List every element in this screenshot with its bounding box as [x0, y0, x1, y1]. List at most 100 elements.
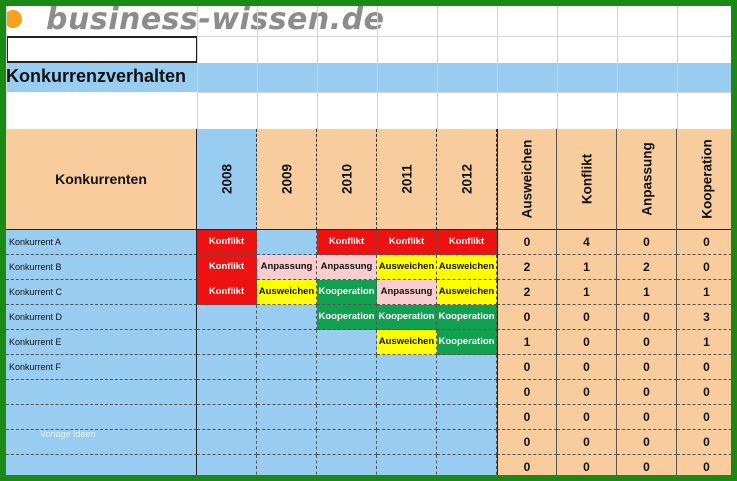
count-cell[interactable]: 0	[557, 430, 617, 455]
count-cell[interactable]: 1	[557, 280, 617, 305]
competitor-name[interactable]	[6, 405, 197, 430]
count-cell[interactable]: 3	[677, 305, 731, 330]
count-cell[interactable]: 0	[677, 455, 731, 475]
behavior-cell-empty[interactable]	[257, 380, 317, 405]
competitor-name[interactable]: Konkurrent C	[6, 280, 197, 305]
behavior-cell-anpassung[interactable]: Anpassung	[257, 255, 317, 280]
count-cell[interactable]: 0	[497, 430, 557, 455]
count-cell[interactable]: 0	[497, 405, 557, 430]
count-cell[interactable]: 0	[497, 380, 557, 405]
count-cell[interactable]: 0	[557, 355, 617, 380]
count-cell[interactable]: 0	[677, 405, 731, 430]
year-header-2011[interactable]: 2011	[377, 129, 437, 230]
behavior-cell-ausweichen[interactable]: Ausweichen	[437, 255, 497, 280]
behavior-cell-empty[interactable]	[317, 330, 377, 355]
behavior-cell-empty[interactable]	[197, 405, 257, 430]
behavior-cell-empty[interactable]	[197, 455, 257, 475]
count-cell[interactable]: 1	[497, 330, 557, 355]
count-cell[interactable]: 0	[677, 380, 731, 405]
behavior-cell-empty[interactable]	[197, 430, 257, 455]
behavior-cell-empty[interactable]	[377, 380, 437, 405]
year-header-2012[interactable]: 2012	[437, 129, 497, 230]
competitor-name[interactable]	[6, 380, 197, 405]
behavior-cell-empty[interactable]	[377, 430, 437, 455]
behavior-cell-kooperation[interactable]: Kooperation	[317, 305, 377, 330]
competitor-name[interactable]: Konkurrent D	[6, 305, 197, 330]
behavior-cell-empty[interactable]	[257, 230, 317, 255]
count-cell[interactable]: 0	[617, 230, 677, 255]
behavior-cell-empty[interactable]	[257, 355, 317, 380]
year-header-2009[interactable]: 2009	[257, 129, 317, 230]
count-cell[interactable]: 2	[617, 255, 677, 280]
behavior-cell-empty[interactable]	[437, 355, 497, 380]
behavior-header[interactable]: Konflikt	[557, 129, 617, 230]
count-cell[interactable]: 1	[617, 280, 677, 305]
competitor-name[interactable]	[6, 430, 197, 455]
count-cell[interactable]: 0	[677, 255, 731, 280]
count-cell[interactable]: 1	[557, 255, 617, 280]
behavior-cell-konflikt[interactable]: Konflikt	[197, 255, 257, 280]
competitor-name[interactable]: Konkurrent E	[6, 330, 197, 355]
count-cell[interactable]: 0	[497, 230, 557, 255]
behavior-cell-empty[interactable]	[197, 305, 257, 330]
count-cell[interactable]: 0	[617, 330, 677, 355]
behavior-cell-empty[interactable]	[197, 330, 257, 355]
behavior-cell-konflikt[interactable]: Konflikt	[437, 230, 497, 255]
behavior-cell-ausweichen[interactable]: Ausweichen	[377, 255, 437, 280]
behavior-cell-ausweichen[interactable]: Ausweichen	[437, 280, 497, 305]
behavior-cell-empty[interactable]	[377, 405, 437, 430]
count-cell[interactable]: 0	[557, 455, 617, 475]
count-cell[interactable]: 0	[557, 405, 617, 430]
behavior-cell-empty[interactable]	[437, 405, 497, 430]
competitor-name[interactable]: Konkurrent A	[6, 230, 197, 255]
behavior-cell-konflikt[interactable]: Konflikt	[377, 230, 437, 255]
behavior-cell-empty[interactable]	[257, 405, 317, 430]
behavior-cell-empty[interactable]	[437, 430, 497, 455]
count-cell[interactable]: 0	[677, 230, 731, 255]
count-cell[interactable]: 1	[677, 330, 731, 355]
behavior-cell-konflikt[interactable]: Konflikt	[317, 230, 377, 255]
count-cell[interactable]: 2	[497, 280, 557, 305]
count-cell[interactable]: 0	[557, 305, 617, 330]
behavior-cell-empty[interactable]	[257, 455, 317, 475]
count-cell[interactable]: 0	[617, 405, 677, 430]
behavior-cell-empty[interactable]	[437, 380, 497, 405]
behavior-cell-konflikt[interactable]: Konflikt	[197, 230, 257, 255]
count-cell[interactable]: 0	[617, 305, 677, 330]
count-cell[interactable]: 0	[497, 305, 557, 330]
behavior-header[interactable]: Ausweichen	[497, 129, 557, 230]
count-cell[interactable]: 0	[677, 430, 731, 455]
competitor-name[interactable]: Konkurrent B	[6, 255, 197, 280]
behavior-cell-anpassung[interactable]: Anpassung	[377, 280, 437, 305]
year-header-2008[interactable]: 2008	[197, 129, 257, 230]
count-cell[interactable]: 1	[677, 280, 731, 305]
behavior-cell-empty[interactable]	[257, 430, 317, 455]
behavior-cell-empty[interactable]	[317, 380, 377, 405]
count-cell[interactable]: 0	[617, 355, 677, 380]
count-cell[interactable]: 0	[617, 380, 677, 405]
count-cell[interactable]: 0	[677, 355, 731, 380]
behavior-cell-empty[interactable]	[437, 455, 497, 475]
competitor-name[interactable]	[6, 455, 197, 475]
behavior-cell-empty[interactable]	[317, 355, 377, 380]
behavior-cell-anpassung[interactable]: Anpassung	[317, 255, 377, 280]
behavior-cell-kooperation[interactable]: Kooperation	[377, 305, 437, 330]
selected-cell[interactable]	[6, 36, 198, 63]
behavior-cell-empty[interactable]	[257, 330, 317, 355]
behavior-cell-empty[interactable]	[317, 405, 377, 430]
behavior-cell-empty[interactable]	[197, 380, 257, 405]
count-cell[interactable]: 0	[617, 455, 677, 475]
behavior-cell-kooperation[interactable]: Kooperation	[317, 280, 377, 305]
behavior-cell-empty[interactable]	[377, 355, 437, 380]
behavior-header[interactable]: Anpassung	[617, 129, 677, 230]
behavior-cell-ausweichen[interactable]: Ausweichen	[377, 330, 437, 355]
behavior-cell-empty[interactable]	[197, 355, 257, 380]
count-cell[interactable]: 0	[497, 455, 557, 475]
count-cell[interactable]: 0	[557, 380, 617, 405]
count-cell[interactable]: 2	[497, 255, 557, 280]
behavior-cell-empty[interactable]	[317, 430, 377, 455]
behavior-cell-kooperation[interactable]: Kooperation	[437, 330, 497, 355]
year-header-2010[interactable]: 2010	[317, 129, 377, 230]
behavior-cell-konflikt[interactable]: Konflikt	[197, 280, 257, 305]
count-cell[interactable]: 0	[617, 430, 677, 455]
